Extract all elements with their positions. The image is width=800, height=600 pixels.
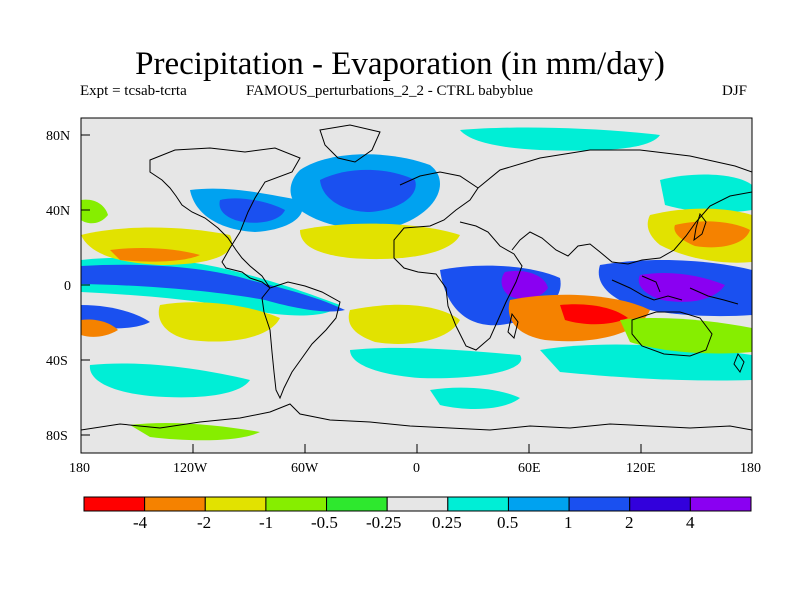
colorbar-label: -4 [133,513,148,532]
coastline-new-zealand [733,352,745,374]
coastline-north-america [149,147,301,289]
coastline-antarctica [81,403,752,431]
field-patch [300,223,460,260]
lon-label-180w: 180 [69,461,90,476]
field-patch [348,304,460,344]
coastline-eurafrica [393,171,523,351]
colorbar-label: 4 [686,513,695,532]
coastline-asia [477,149,752,265]
colorbar-swatch [447,496,509,512]
coastlines [81,124,752,431]
plot-title: Precipitation - Evaporation (in mm/day) [135,46,665,82]
coastline-madagascar [507,312,519,339]
colorbar-label: 1 [564,513,573,532]
coastline-japan [693,212,707,242]
colorbar-label: -2 [197,513,212,532]
lat-label-80s: 80S [46,429,68,444]
field-patch [674,221,750,248]
field-patch [501,270,548,300]
colorbar-label: -0.5 [311,513,338,532]
field-patch [560,304,628,325]
colorbar-label: -1 [259,513,274,532]
field-patch [430,387,520,410]
field-patch [219,198,285,223]
field-patch [81,319,118,337]
coastline-indonesia [611,275,739,305]
colorbar-swatch [507,496,570,512]
colorbar-label: 0.25 [432,513,462,532]
colorbar-swatch [204,496,267,512]
colorbar-label: 2 [625,513,634,532]
coastline-south-america [261,281,341,400]
lon-label-120e: 120E [626,461,656,476]
axis-ticks [80,134,753,453]
precipitation-field [81,127,752,441]
colorbar-swatch [83,496,146,512]
field-patch [89,363,250,398]
field-patch [158,302,280,342]
experiment-label: Expt = tcsab-tcrta [80,83,187,99]
field-patch [540,344,752,381]
lon-label-180e: 180 [740,461,761,476]
colorbar-swatch [144,496,206,512]
lat-label-40n: 40N [46,204,71,219]
colorbar-swatch [568,496,631,512]
colorbar-swatch [265,496,328,512]
colorbar-swatch [629,496,691,512]
lat-label-40s: 40S [46,354,68,369]
run-label: FAMOUS_perturbations_2_2 - CTRL babyblue [246,83,534,99]
coastline-greenland [319,124,381,163]
coastline-australia [631,311,713,357]
field-patch [460,127,660,151]
field-patch [110,247,200,262]
field-patch [620,317,752,354]
lon-label-0: 0 [413,461,420,476]
field-patch [81,264,345,312]
lat-label-80n: 80N [46,129,71,144]
lon-label-60e: 60E [518,461,541,476]
colorbar-swatch [689,496,752,512]
colorbar-swatch [326,496,388,512]
lon-label-120w: 120W [173,461,208,476]
colorbar-swatch [386,496,449,512]
field-patch [638,273,725,302]
colorbar [83,496,752,512]
season-label: DJF [722,83,748,99]
field-patch [660,174,752,213]
field-patch [320,169,416,212]
lat-label-0: 0 [64,279,71,294]
lon-label-60w: 60W [291,461,319,476]
field-patch [350,347,522,379]
colorbar-label: 0.5 [497,513,519,532]
field-patch [81,199,108,224]
colorbar-label: -0.25 [366,513,402,532]
